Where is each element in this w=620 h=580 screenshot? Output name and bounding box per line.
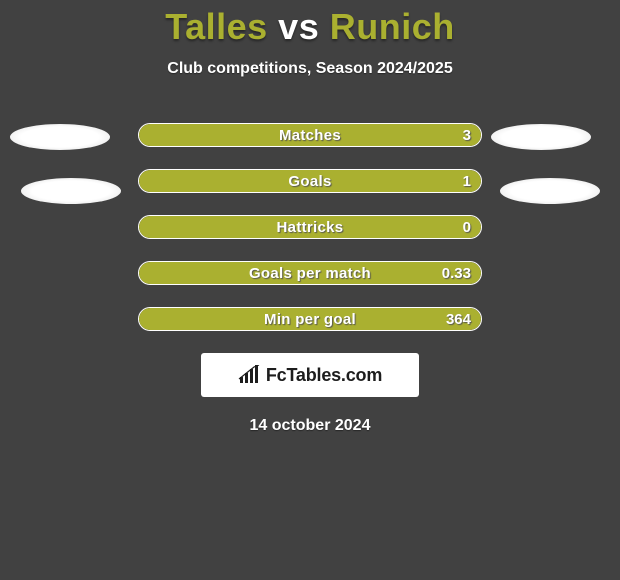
- card-date: 14 october 2024: [0, 417, 620, 435]
- stat-bar-value: 0.33: [442, 262, 471, 284]
- stat-bar: Min per goal364: [138, 307, 482, 331]
- stat-bar-value: 364: [446, 308, 471, 330]
- stat-bar-label: Hattricks: [139, 216, 481, 238]
- stat-bar: Goals1: [138, 169, 482, 193]
- subtitle: Club competitions, Season 2024/2025: [0, 60, 620, 78]
- stat-bar-label: Goals per match: [139, 262, 481, 284]
- stat-bar-value: 1: [463, 170, 471, 192]
- brand-text: FcTables.com: [266, 365, 382, 386]
- stat-bar-label: Min per goal: [139, 308, 481, 330]
- stat-bar-value: 3: [463, 124, 471, 146]
- stat-bar-label: Goals: [139, 170, 481, 192]
- stat-bar: Matches3: [138, 123, 482, 147]
- stat-bar-label: Matches: [139, 124, 481, 146]
- avatar-placeholder-left-2: [21, 178, 121, 204]
- stats-card: Talles vs Runich Club competitions, Seas…: [0, 0, 620, 580]
- brand-badge: FcTables.com: [201, 353, 419, 397]
- avatar-placeholder-right-1: [491, 124, 591, 150]
- stat-bar-value: 0: [463, 216, 471, 238]
- avatar-placeholder-right-2: [500, 178, 600, 204]
- player1-name: Talles: [165, 6, 267, 47]
- player2-name: Runich: [330, 6, 455, 47]
- stat-bar: Hattricks0: [138, 215, 482, 239]
- avatar-placeholder-left-1: [10, 124, 110, 150]
- stat-bars: Matches3Goals1Hattricks0Goals per match0…: [138, 123, 482, 331]
- vs-label: vs: [278, 6, 319, 47]
- bar-chart-icon: [238, 365, 262, 385]
- page-title: Talles vs Runich: [0, 0, 620, 48]
- stat-bar: Goals per match0.33: [138, 261, 482, 285]
